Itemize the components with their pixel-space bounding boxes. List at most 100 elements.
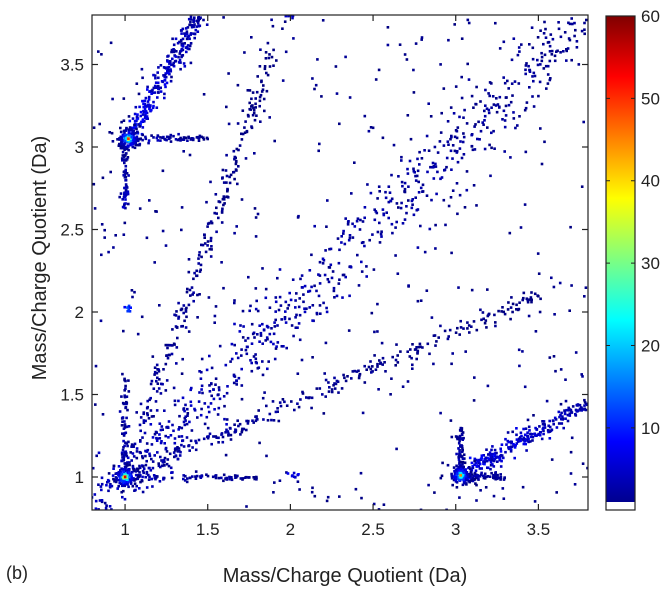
heatmap-cell bbox=[492, 129, 495, 133]
heatmap-cell bbox=[297, 214, 300, 218]
heatmap-cell bbox=[181, 37, 185, 41]
heatmap-cell bbox=[119, 471, 123, 474]
heatmap-cell bbox=[511, 430, 514, 434]
heatmap-cell bbox=[490, 448, 493, 452]
heatmap-cell bbox=[381, 136, 385, 140]
heatmap-cell bbox=[325, 310, 329, 314]
heatmap-cell bbox=[95, 454, 98, 458]
heatmap-cell bbox=[230, 478, 234, 482]
heatmap-cell bbox=[180, 47, 184, 51]
heatmap-cell bbox=[483, 109, 486, 113]
heatmap-cell bbox=[133, 119, 137, 123]
heatmap-cell bbox=[112, 467, 115, 470]
heatmap-cell bbox=[446, 140, 450, 143]
heatmap-cell bbox=[182, 445, 186, 448]
heatmap-cell bbox=[377, 508, 381, 510]
heatmap-cell bbox=[522, 296, 525, 300]
heatmap-cell bbox=[459, 477, 462, 481]
heatmap-cell bbox=[182, 474, 185, 477]
heatmap-cell bbox=[285, 404, 289, 407]
heatmap-cell bbox=[412, 167, 415, 171]
heatmap-cell bbox=[155, 437, 159, 441]
heatmap-cell bbox=[124, 441, 127, 444]
heatmap-cell bbox=[583, 295, 586, 298]
heatmap-cell bbox=[177, 428, 180, 431]
heatmap-cell bbox=[527, 425, 531, 429]
heatmap-cell bbox=[457, 442, 461, 445]
heatmap-cell bbox=[211, 475, 215, 479]
heatmap-cell bbox=[179, 39, 183, 43]
heatmap-cell bbox=[122, 156, 126, 159]
heatmap-cell bbox=[173, 437, 177, 440]
heatmap-cell bbox=[452, 478, 456, 482]
heatmap-cell bbox=[124, 384, 127, 388]
heatmap-cell bbox=[518, 115, 521, 118]
heatmap-cell bbox=[482, 460, 485, 463]
heatmap-cell bbox=[496, 103, 500, 106]
heatmap-cell bbox=[214, 383, 217, 386]
heatmap-cell bbox=[500, 454, 504, 457]
heatmap-cell bbox=[249, 359, 252, 362]
heatmap-cell bbox=[283, 20, 287, 23]
heatmap-cell bbox=[233, 157, 236, 161]
heatmap-cell bbox=[127, 202, 130, 206]
heatmap-cell bbox=[184, 403, 187, 407]
heatmap-cell bbox=[322, 259, 326, 262]
heatmap-cell bbox=[315, 312, 319, 316]
heatmap-cell bbox=[126, 144, 130, 148]
heatmap-cell bbox=[477, 458, 480, 462]
heatmap-cell bbox=[99, 319, 103, 323]
heatmap-cell bbox=[184, 34, 187, 38]
heatmap-cell bbox=[456, 212, 459, 216]
heatmap-cell bbox=[460, 96, 464, 100]
heatmap-cell bbox=[131, 470, 134, 474]
heatmap-cell bbox=[246, 89, 250, 92]
heatmap-cell bbox=[447, 335, 450, 338]
heatmap-cell bbox=[191, 293, 194, 296]
heatmap-cell bbox=[369, 367, 373, 371]
heatmap-cell bbox=[484, 104, 487, 107]
heatmap-cell bbox=[190, 23, 194, 27]
heatmap-cell bbox=[205, 200, 208, 204]
heatmap-cell bbox=[361, 220, 365, 223]
heatmap-cell bbox=[483, 114, 487, 118]
heatmap-cell bbox=[177, 447, 181, 450]
heatmap-cell bbox=[166, 356, 170, 360]
heatmap-cell bbox=[346, 223, 350, 226]
heatmap-cell bbox=[190, 429, 194, 432]
heatmap-cell bbox=[189, 476, 192, 480]
heatmap-cell bbox=[210, 442, 213, 446]
heatmap-cell bbox=[397, 175, 400, 178]
heatmap-cell bbox=[122, 129, 126, 133]
heatmap-cell bbox=[296, 402, 299, 405]
heatmap-cell bbox=[536, 58, 539, 62]
heatmap-cell bbox=[235, 147, 239, 151]
heatmap-cell bbox=[430, 316, 434, 319]
heatmap-cell bbox=[363, 206, 367, 209]
heatmap-cell bbox=[386, 43, 390, 47]
heatmap-cell bbox=[516, 440, 520, 443]
heatmap-cell bbox=[125, 395, 129, 398]
heatmap-cell bbox=[560, 411, 563, 415]
heatmap-cell bbox=[225, 418, 229, 421]
heatmap-cell bbox=[363, 244, 366, 248]
heatmap-cell bbox=[254, 419, 258, 423]
heatmap-cell bbox=[488, 451, 492, 454]
heatmap-cell bbox=[146, 399, 149, 403]
heatmap-cell bbox=[177, 315, 181, 319]
heatmap-cell bbox=[234, 162, 238, 166]
heatmap-cell bbox=[123, 472, 126, 475]
heatmap-cell bbox=[310, 490, 314, 494]
heatmap-cell bbox=[150, 415, 154, 418]
heatmap-cell bbox=[483, 472, 487, 476]
heatmap-cell bbox=[200, 370, 203, 374]
heatmap-cell bbox=[207, 296, 211, 299]
heatmap-cell bbox=[565, 408, 568, 412]
heatmap-cell bbox=[134, 473, 138, 477]
heatmap-cell bbox=[149, 382, 153, 386]
heatmap-cell bbox=[94, 507, 98, 510]
heatmap-cell bbox=[188, 23, 191, 27]
heatmap-cell bbox=[114, 476, 118, 479]
heatmap-cell bbox=[121, 146, 124, 150]
heatmap-cell bbox=[519, 436, 522, 439]
